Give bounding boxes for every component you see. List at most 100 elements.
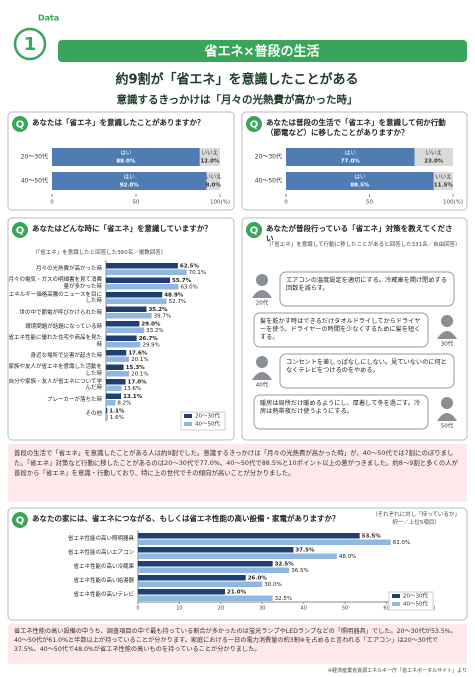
bar <box>106 321 140 327</box>
bar <box>138 539 391 545</box>
question-note: （それぞれに対し「持っているか」択一／上位5項目） <box>372 512 460 526</box>
x-tick-label: 100(%) <box>210 200 230 206</box>
legend-swatch <box>392 594 400 598</box>
q-icon-letter: Q <box>250 226 259 237</box>
speech-bubble <box>279 271 455 307</box>
bar <box>106 379 126 385</box>
value-label: 88.0% <box>116 159 136 165</box>
category-label: 家族や友人が省エネを意識した活動をした時 <box>8 364 102 377</box>
bar <box>106 306 147 312</box>
value-label: 70.1% <box>189 270 206 276</box>
value-label: 48.0% <box>339 554 356 560</box>
segment-name: はい <box>345 150 357 157</box>
badge-label: Data <box>38 14 59 23</box>
bar <box>106 400 116 406</box>
segment-name: はい <box>354 174 366 181</box>
value-label: 33.2% <box>146 328 163 334</box>
segment-name: いいえ <box>435 174 452 181</box>
value-label: 17.6% <box>128 350 148 356</box>
bar-segment <box>199 148 220 166</box>
value-label: 13.6% <box>124 386 141 392</box>
bar-segment <box>433 172 453 190</box>
value-label: 8.0% <box>206 183 222 189</box>
legend-label: 40〜50代 <box>403 600 428 608</box>
bar <box>138 553 337 559</box>
bar <box>106 364 124 370</box>
bar <box>106 263 178 269</box>
category-label: 省エネ性能に優れた住宅や商品を見た時 <box>8 335 102 348</box>
x-tick-label: 20 <box>218 606 224 612</box>
speech-bubble <box>279 353 455 389</box>
commenter-age: 50代 <box>441 422 454 430</box>
category-label: ブレーカーが落ちた時 <box>46 396 102 403</box>
bar-segment <box>286 148 415 166</box>
commenter-age: 30代 <box>441 340 454 348</box>
category-label: 省エネ性能の高い照明器具 <box>67 535 134 542</box>
bar-segment <box>52 148 200 166</box>
value-label: 62.5% <box>180 263 200 269</box>
category-label: 20〜30代 <box>21 153 48 161</box>
value-label: 35.2% <box>148 307 168 313</box>
bar <box>106 277 171 283</box>
category-label: 40〜50代 <box>21 177 48 185</box>
value-label: 1.1% <box>109 408 125 414</box>
value-label: 48.9% <box>164 292 184 298</box>
value-label: 77.0% <box>341 159 361 165</box>
question-note: （「省エネ」を意識して行動に移したことがあると回答した331名／自由回答） <box>266 242 461 248</box>
bar <box>138 561 273 567</box>
value-label: 20.1% <box>131 371 148 377</box>
q-icon <box>12 512 28 528</box>
value-label: 88.5% <box>350 183 370 189</box>
bar <box>106 313 152 319</box>
segment-name: いいえ <box>205 174 222 181</box>
bar-segment <box>286 172 434 190</box>
value-label: 61.0% <box>393 540 410 546</box>
value-label: 63.0% <box>180 284 197 290</box>
category-label: 月々の電気・ガスの明細書を見て消費量が多かった時 <box>8 277 102 290</box>
badge-number: 1 <box>24 34 37 55</box>
category-label: 月々の光熱費が高かった時 <box>35 266 102 272</box>
value-label: 8.2% <box>117 400 131 406</box>
q-icon <box>246 222 262 238</box>
summary: 省エネ性能の高い設備の中うち、調査項目の中で最も持っている割合が多かったのは蛍光… <box>14 628 457 653</box>
badge-circle <box>13 27 47 61</box>
q-icon <box>246 116 262 132</box>
speech-bubble <box>253 394 429 430</box>
legend-swatch <box>184 422 192 426</box>
q-icon-letter: Q <box>16 226 25 237</box>
bar <box>138 581 263 587</box>
category-label: 世の中で節電が呼びかけられた時 <box>19 309 102 316</box>
value-label: 11.5% <box>434 183 454 189</box>
bar <box>138 547 294 553</box>
comment-text: 髪を乾かす時はできるだけタオルドライしてからドライヤーを使う。ドライヤーの時間を… <box>260 318 421 341</box>
segment-name: はい <box>120 150 132 157</box>
bar <box>138 589 225 595</box>
value-label: 21.0% <box>227 589 247 595</box>
commenter-age: 20代 <box>256 299 269 307</box>
value-label: 55.7% <box>172 278 192 284</box>
bar-segment <box>414 148 453 166</box>
bar-segment <box>52 172 207 190</box>
comment-text: 暖房は局所だけ暖めるようにし、厚着して冬を過ごす。冷房は熱帯夜だけ使うようにする… <box>260 400 421 415</box>
x-tick-label: 30 <box>259 606 265 612</box>
value-label: 1.6% <box>110 415 124 421</box>
x-tick-label: 50 <box>133 200 140 206</box>
page-title: 省エネ×普段の生活 <box>204 44 320 60</box>
value-label: 17.0% <box>128 379 148 385</box>
x-tick-label: 50 <box>366 200 373 206</box>
value-label: 30.0% <box>264 582 281 588</box>
bar <box>138 533 360 539</box>
category-label: エネルギー価格高騰のニュースを目にした時 <box>8 291 102 305</box>
footnote: ※経済産業省資源エネルギー庁「省エネポータルサイト」より <box>327 668 467 674</box>
bar <box>106 414 108 420</box>
bar-segment <box>206 172 220 190</box>
value-label: 29.9% <box>142 342 159 348</box>
legend-label: 40〜50代 <box>195 420 220 428</box>
subheadline: 意識するきっかけは「月々の光熱費が高かった時」 <box>116 93 357 106</box>
value-label: 39.7% <box>154 313 171 319</box>
bar <box>106 356 130 362</box>
value-label: 92.0% <box>120 183 140 189</box>
avatar-head <box>256 274 268 286</box>
category-label: 身近な場所で災害が起きた時 <box>30 353 102 359</box>
